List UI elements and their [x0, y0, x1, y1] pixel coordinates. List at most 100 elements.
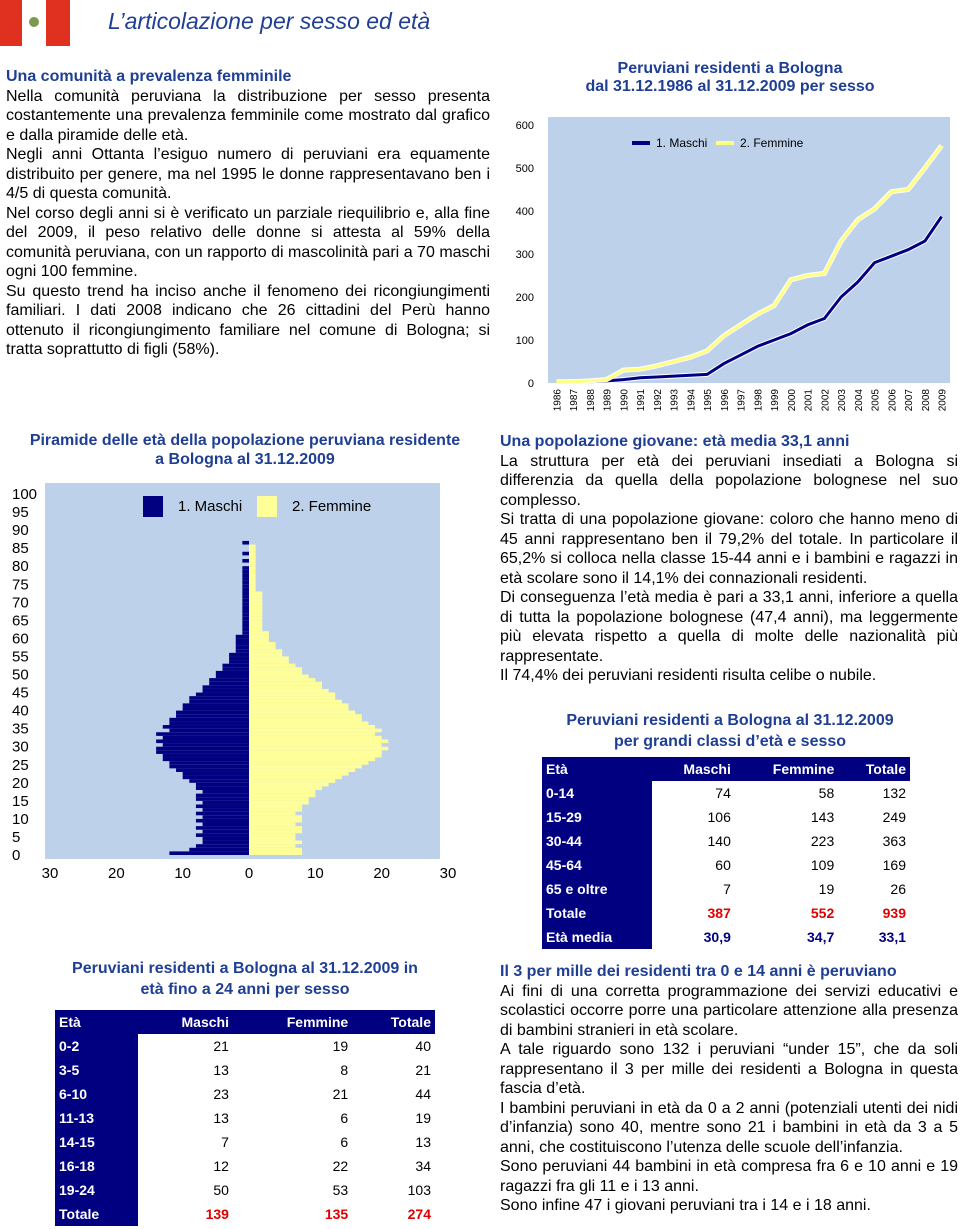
column-header: Età [55, 1010, 138, 1034]
male-bar [235, 645, 249, 650]
table-cell: 8 [232, 1058, 353, 1082]
female-bar [249, 667, 303, 671]
y-tick-label: 60 [12, 630, 29, 647]
male-bar [242, 595, 249, 599]
female-bar [249, 815, 303, 819]
table-cell: 44 [352, 1082, 435, 1106]
table-cell: 74 [652, 781, 735, 805]
table: Età Maschi Femmine Totale 0-2 21 19 40 3-5 13 8 21 6… [55, 1010, 435, 1226]
x-tick-label: 2004 [854, 389, 865, 412]
female-bar [249, 605, 263, 610]
female-bar [249, 836, 296, 841]
table-cell: 387 [652, 901, 735, 925]
female-bar [249, 800, 309, 805]
x-tick-label: 2001 [804, 389, 815, 412]
female-bar [249, 631, 269, 635]
y-tick-label: 40 [12, 703, 29, 720]
table-header-row: Età Maschi Femmine Totale [55, 1010, 435, 1034]
legend-label: 1. Maschi [656, 136, 707, 150]
male-bar [235, 642, 249, 646]
table-cell: 13 [137, 1106, 233, 1130]
male-bar [162, 753, 249, 758]
male-bar [162, 757, 249, 762]
paragraph: Nel corso degli anni si è verificato un … [6, 204, 490, 281]
x-tick-label: 30 [440, 865, 457, 882]
male-bar [242, 587, 249, 592]
male-bar [176, 710, 249, 715]
flag [0, 0, 70, 46]
female-bar [249, 663, 296, 668]
y-tick-label: 100 [12, 486, 37, 503]
male-bar [162, 725, 249, 729]
female-bar [249, 584, 256, 588]
column-header: Totale [352, 1010, 435, 1034]
x-tick-label: 20 [373, 865, 390, 882]
male-bar [242, 616, 249, 621]
female-bar [249, 706, 349, 711]
y-tick-label: 15 [12, 793, 29, 810]
row-label: 45-64 [542, 853, 653, 877]
male-bar [189, 847, 249, 852]
row-label: Età media [542, 925, 653, 949]
female-bar [249, 573, 256, 578]
table-cell: 103 [352, 1178, 435, 1202]
male-bar [242, 602, 249, 606]
male-bar [202, 829, 249, 834]
female-bar [249, 732, 376, 736]
male-bar [156, 739, 249, 744]
male-bar [169, 721, 249, 726]
chart-title-line: dal 31.12.1986 al 31.12.2009 per sesso [585, 78, 874, 95]
female-bar [249, 674, 309, 679]
y-tick-label: 35 [12, 721, 29, 738]
table-row: 6-10 23 21 44 [55, 1082, 435, 1106]
y-tick-label: 80 [12, 558, 29, 575]
female-bar [249, 739, 389, 744]
male-bar [222, 663, 249, 668]
female-bar [249, 652, 283, 657]
male-bar [162, 743, 249, 747]
table-row: 11-13 13 6 19 [55, 1106, 435, 1130]
table-cell: 60 [652, 853, 735, 877]
table-cell: 7 [652, 877, 735, 901]
female-bar [249, 771, 349, 776]
female-bar [249, 638, 269, 643]
female-bar [249, 678, 316, 682]
female-bar [249, 775, 342, 780]
table-cell: 34 [352, 1154, 435, 1178]
female-bar [249, 793, 316, 798]
female-bar [249, 761, 369, 765]
female-bar [249, 670, 303, 675]
x-tick-label: 1987 [569, 389, 580, 412]
table-row: 19-24 50 53 103 [55, 1178, 435, 1202]
male-bar [176, 714, 249, 718]
table-cell: 40 [352, 1034, 435, 1058]
y-tick-label: 600 [516, 120, 534, 132]
male-bar [242, 623, 249, 628]
female-bar [249, 620, 263, 624]
table-cell: 50 [137, 1178, 233, 1202]
y-tick-label: 90 [12, 522, 29, 539]
female-bar [249, 753, 382, 758]
female-bar [249, 735, 382, 740]
male-bar [169, 851, 249, 855]
table-cell: 169 [838, 853, 910, 877]
female-bar [249, 656, 289, 661]
female-bar [249, 721, 369, 726]
female-bar [249, 627, 263, 632]
female-bar [249, 598, 263, 603]
y-tick-label: 85 [12, 540, 29, 557]
chart-title-line: a Bologna al 31.12.2009 [155, 451, 335, 468]
female-bar [249, 750, 382, 754]
female-bar [249, 623, 263, 628]
male-bar [176, 768, 249, 772]
row-label: 19-24 [55, 1178, 138, 1202]
series-line [556, 144, 943, 384]
table-cell: 135 [232, 1202, 353, 1226]
male-bar [169, 728, 249, 733]
male-bar [195, 782, 249, 787]
male-bar [189, 696, 249, 700]
female-bar [249, 555, 256, 559]
x-tick-label: 1986 [552, 389, 563, 412]
y-tick-label: 70 [12, 594, 29, 611]
female-bar [249, 811, 296, 816]
